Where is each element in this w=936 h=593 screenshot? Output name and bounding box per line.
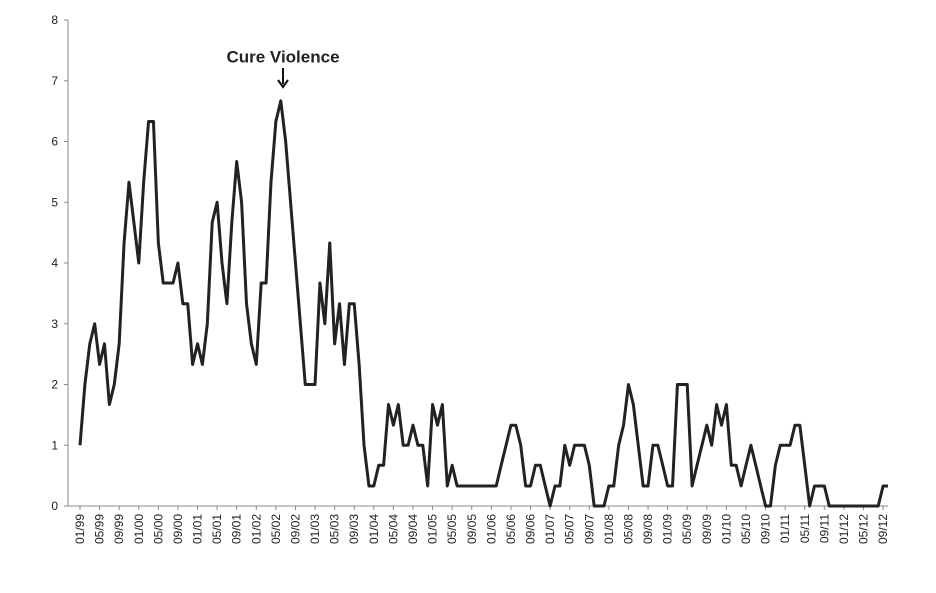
x-tick-label: 09/06 (524, 514, 538, 544)
x-tick-label: 09/02 (288, 514, 302, 544)
x-tick-label: 05/07 (563, 514, 577, 544)
x-tick-label: 09/11 (817, 514, 831, 543)
x-tick-label: 05/99 (93, 514, 107, 544)
x-tick-label: 09/99 (112, 514, 126, 544)
y-tick-label: 0 (51, 499, 58, 513)
x-tick-label: 09/00 (171, 514, 185, 544)
x-tick-label: 05/08 (621, 514, 635, 544)
x-tick-label: 01/11 (778, 514, 792, 543)
x-tick-label: 01/05 (426, 514, 440, 544)
x-tick-label: 01/02 (249, 514, 263, 544)
x-tick-label: 01/99 (73, 514, 87, 544)
x-tick-label: 05/02 (269, 514, 283, 544)
x-tick-label: 05/06 (504, 514, 518, 544)
y-tick-label: 8 (51, 13, 58, 27)
x-tick-label: 09/12 (876, 514, 890, 544)
y-tick-label: 4 (51, 256, 58, 270)
y-tick-label: 1 (51, 438, 58, 452)
x-tick-label: 01/10 (719, 514, 733, 544)
annotation-arrowhead (277, 79, 289, 89)
x-tick-label: 09/04 (406, 514, 420, 544)
x-tick-label: 05/01 (210, 514, 224, 544)
x-tick-label: 05/10 (739, 514, 753, 544)
x-tick-label: 01/07 (543, 514, 557, 544)
x-tick-label: 01/12 (837, 514, 851, 544)
annotation: Cure Violence (226, 47, 339, 66)
x-tick-label: 05/05 (445, 514, 459, 544)
y-tick-label: 7 (51, 74, 58, 88)
x-tick-label: 09/05 (465, 514, 479, 544)
y-tick-label: 2 (51, 378, 58, 392)
x-tick-label: 01/09 (661, 514, 675, 544)
x-tick-label: 01/04 (367, 514, 381, 544)
x-tick-label: 01/08 (602, 514, 616, 544)
x-tick-label: 05/04 (386, 514, 400, 544)
x-tick-label: 09/01 (230, 514, 244, 544)
x-tick-label: 09/10 (759, 514, 773, 544)
y-tick-label: 6 (51, 135, 58, 149)
x-tick-label: 01/00 (132, 514, 146, 544)
y-tick-label: 3 (51, 317, 58, 331)
x-tick-label: 01/06 (484, 514, 498, 544)
x-tick-label: 05/12 (857, 514, 871, 544)
x-tick-label: 05/09 (680, 514, 694, 544)
x-tick-label: 05/03 (328, 514, 342, 544)
x-tick-label: 09/09 (700, 514, 714, 544)
x-tick-label: 09/08 (641, 514, 655, 544)
x-tick-label: 01/01 (191, 514, 205, 544)
line (78, 99, 888, 508)
x-tick-label: 05/11 (798, 514, 812, 543)
y-tick-label: 5 (51, 195, 58, 209)
x-tick-label: 09/03 (347, 514, 361, 544)
x-tick-label: 01/03 (308, 514, 322, 544)
x-tick-label: 09/07 (582, 514, 596, 544)
x-tick-label: 05/00 (151, 514, 165, 544)
